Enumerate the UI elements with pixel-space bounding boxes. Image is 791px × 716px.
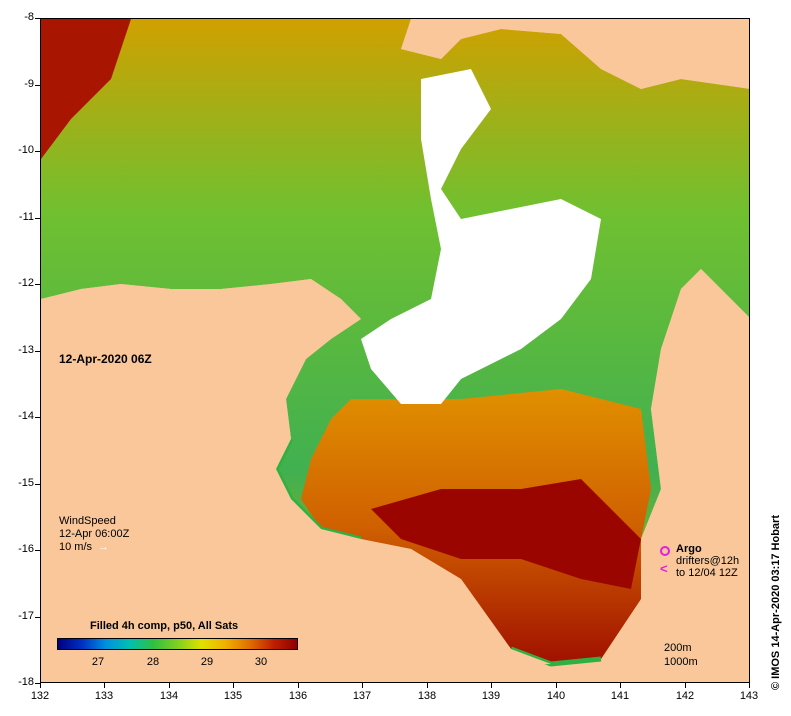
x-tickmark — [169, 683, 170, 688]
y-tickmark — [35, 617, 40, 618]
x-tickmark — [362, 683, 363, 688]
contour-200m: 200m — [664, 642, 692, 654]
x-tick-label: 142 — [675, 690, 695, 702]
depth-contour-legend: 200m 1000m — [664, 641, 698, 669]
colorbar-title: Filled 4h comp, p50, All Sats — [90, 620, 239, 632]
x-tick-label: 133 — [94, 690, 114, 702]
sst-map-canvas — [41, 19, 749, 682]
y-tickmark — [35, 351, 40, 352]
y-tick-label: -16 — [18, 543, 34, 555]
x-tick-label: 139 — [481, 690, 501, 702]
y-tickmark — [35, 550, 40, 551]
x-tickmark — [298, 683, 299, 688]
x-tick-label: 141 — [610, 690, 630, 702]
argo-legend: Argo drifters@12h < to 12/04 12Z — [660, 543, 739, 579]
y-tick-label: -8 — [24, 11, 34, 23]
x-tick-label: 143 — [739, 690, 759, 702]
wind-legend: WindSpeed 12-Apr 06:00Z 10 m/s → — [59, 515, 129, 554]
y-tick-label: -18 — [18, 676, 34, 688]
y-tick-label: -13 — [18, 344, 34, 356]
x-tick-label: 140 — [546, 690, 566, 702]
sw-land — [41, 279, 551, 682]
colorbar-tick: 27 — [91, 656, 105, 668]
x-tick-label: 132 — [30, 690, 50, 702]
x-tickmark — [491, 683, 492, 688]
x-tick-label: 137 — [352, 690, 372, 702]
x-tickmark — [749, 683, 750, 688]
y-tickmark — [35, 417, 40, 418]
y-tick-label: -9 — [24, 78, 34, 90]
colorbar-tick: 29 — [200, 656, 214, 668]
argo-line-2: to 12/04 12Z — [676, 567, 738, 579]
map-timestamp: 12-Apr-2020 06Z — [59, 352, 152, 366]
x-tick-label: 136 — [288, 690, 308, 702]
colorbar-tick: 30 — [254, 656, 268, 668]
argo-title: Argo — [676, 543, 702, 555]
x-tickmark — [427, 683, 428, 688]
x-tickmark — [233, 683, 234, 688]
y-tick-label: -10 — [18, 144, 34, 156]
drifter-track-icon: < — [660, 561, 668, 576]
ne-land — [401, 19, 749, 89]
x-tick-label: 138 — [417, 690, 437, 702]
x-tick-label: 135 — [223, 690, 243, 702]
y-tick-label: -11 — [18, 211, 34, 223]
y-tickmark — [35, 85, 40, 86]
gulf-hot-core — [371, 479, 641, 589]
y-tickmark — [35, 218, 40, 219]
argo-line-1: drifters@12h — [676, 555, 740, 567]
colorbar-tick: 28 — [146, 656, 160, 668]
wind-arrow-icon: → — [98, 541, 110, 553]
x-tickmark — [620, 683, 621, 688]
wind-scale: 10 m/s — [59, 541, 93, 553]
y-tick-label: -15 — [18, 477, 34, 489]
wind-title: WindSpeed — [59, 515, 116, 527]
y-tick-label: -12 — [18, 277, 34, 289]
x-tickmark — [685, 683, 686, 688]
wind-scale-row: 10 m/s → — [59, 541, 129, 554]
y-tickmark — [35, 151, 40, 152]
x-tickmark — [104, 683, 105, 688]
x-tickmark — [556, 683, 557, 688]
y-tickmark — [35, 683, 40, 684]
y-tick-label: -14 — [18, 410, 34, 422]
y-tick-label: -17 — [18, 610, 34, 622]
cloud-mask — [361, 69, 601, 404]
colorbar — [57, 638, 298, 650]
x-tickmark — [40, 683, 41, 688]
contour-1000m: 1000m — [664, 656, 698, 668]
nw-warm-region — [41, 19, 131, 159]
argo-marker-icon — [660, 546, 670, 556]
y-tickmark — [35, 284, 40, 285]
x-tick-label: 134 — [159, 690, 179, 702]
sst-map — [40, 18, 750, 683]
y-tickmark — [35, 484, 40, 485]
y-tickmark — [35, 18, 40, 19]
credit-text: © IMOS 14-Apr-2020 03:17 Hobart — [770, 515, 782, 690]
e-land — [601, 269, 749, 682]
wind-time: 12-Apr 06:00Z — [59, 528, 130, 540]
